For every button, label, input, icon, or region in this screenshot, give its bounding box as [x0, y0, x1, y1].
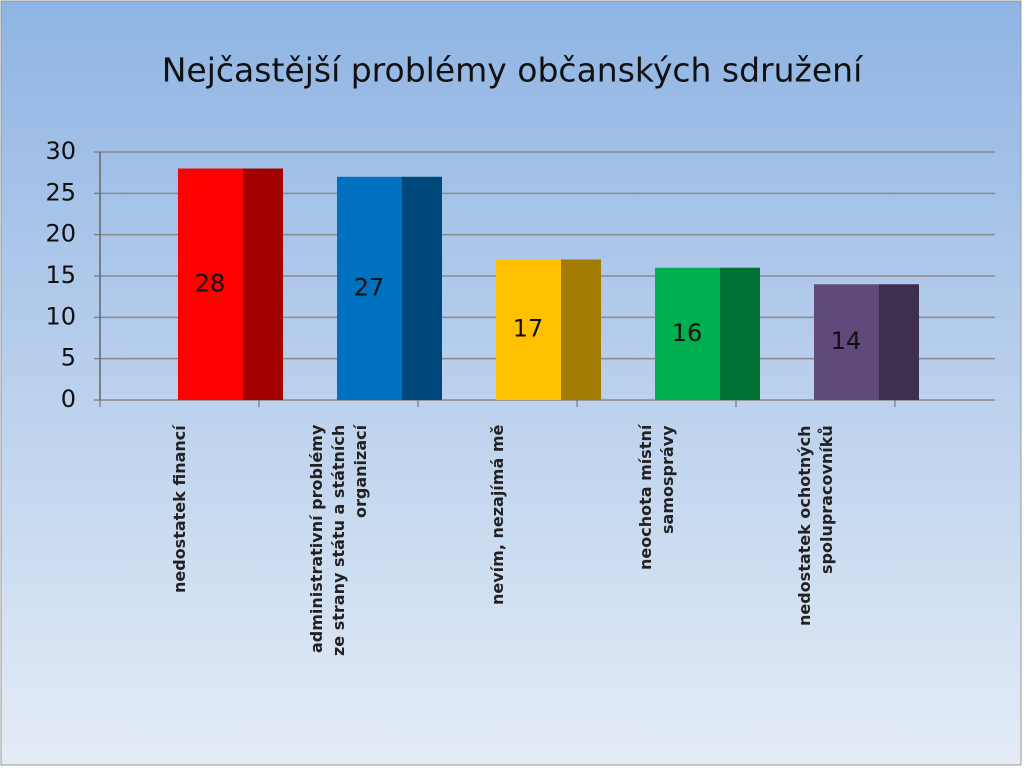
bar	[814, 284, 879, 400]
bar-side-shade	[561, 259, 601, 400]
bar-side-shade	[402, 176, 442, 400]
chart-title: Nejčastější problémy občanských sdružení	[162, 51, 864, 90]
bar-side-shade	[720, 267, 760, 400]
bar-side	[243, 168, 283, 400]
y-tick-label: 30	[45, 137, 76, 165]
value-label: 27	[354, 273, 385, 301]
value-label: 16	[672, 319, 703, 347]
bar-side-shade	[879, 284, 919, 400]
y-tick-label: 5	[61, 344, 76, 372]
bar	[655, 267, 720, 400]
bar	[337, 176, 402, 400]
x-tick-label: neochota místní samosprávy	[635, 425, 677, 571]
value-label: 14	[831, 327, 862, 355]
y-tick-label: 25	[45, 178, 76, 206]
bar-side	[879, 284, 919, 400]
bar	[178, 168, 243, 400]
y-tick-label: 15	[45, 261, 76, 289]
bar-side	[720, 267, 760, 400]
value-label: 17	[513, 315, 544, 343]
x-tick-label: nedostatek ochotných spolupracovníků	[794, 425, 836, 626]
y-tick-label: 0	[61, 385, 76, 413]
value-label: 28	[195, 269, 226, 297]
bar	[496, 259, 561, 400]
y-tick-label: 20	[45, 220, 76, 248]
y-tick-label: 10	[45, 302, 76, 330]
bar-side	[402, 176, 442, 400]
x-tick-label: nevím, nezajímá mě	[487, 425, 507, 606]
bar-side-shade	[243, 168, 283, 400]
x-tick-label: administrativní problémy ze strany státu…	[306, 425, 370, 657]
bar-side	[561, 259, 601, 400]
x-tick-label: nedostatek financí	[169, 425, 189, 593]
